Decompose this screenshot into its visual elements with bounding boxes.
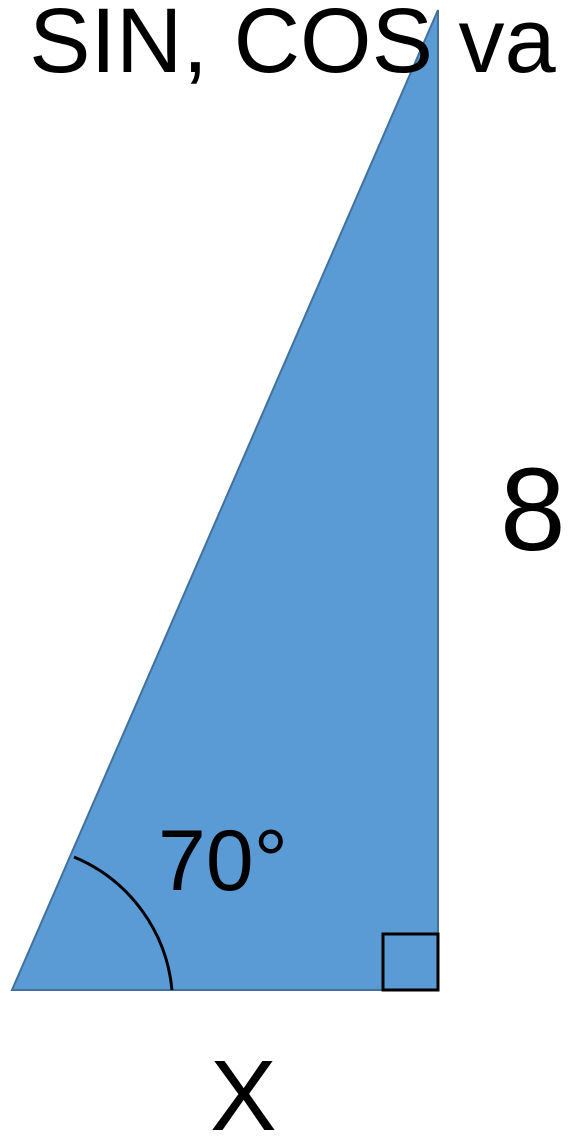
opposite-side-label: 8: [500, 444, 566, 576]
angle-label: 70°: [158, 813, 288, 909]
right-angle-marker: [381, 932, 440, 992]
header-text: , SIN, COS va: [0, 0, 557, 92]
right-triangle: [10, 9, 439, 991]
adjacent-side-label: X: [210, 1040, 277, 1140]
angle-arc: [73, 855, 174, 991]
